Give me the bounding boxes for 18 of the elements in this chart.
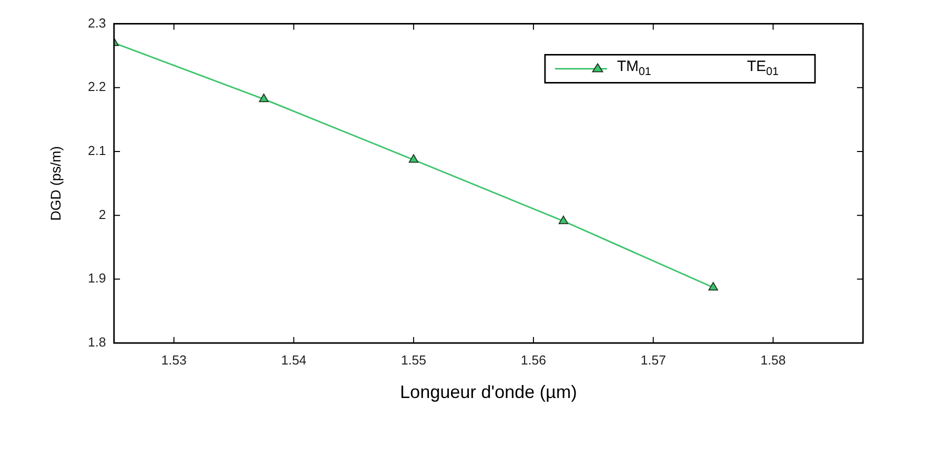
x-tick-label: 1.55	[400, 352, 426, 368]
y-tick-label: 1.8	[88, 334, 106, 350]
x-tick-label: 1.57	[640, 352, 666, 368]
x-tick-label: 1.56	[520, 352, 546, 368]
x-axis-title: Longueur d'onde (µm)	[400, 382, 577, 402]
point	[558, 216, 568, 224]
y-tick-label: 2	[98, 206, 106, 222]
y-axis-title: DGD (ps/m)	[47, 146, 64, 221]
point	[258, 94, 269, 102]
point	[408, 154, 418, 163]
x-tick-label: 1.53	[161, 352, 187, 368]
y-tick-label: 2.2	[88, 79, 106, 94]
x-tick-label: 1.58	[760, 352, 786, 368]
y-tick-label: 2.3	[88, 15, 106, 30]
point	[708, 282, 718, 290]
x-tick-label: 1.54	[281, 352, 306, 368]
y-tick-label: 2.1	[88, 143, 106, 158]
y-tick-label: 1.9	[88, 270, 106, 286]
